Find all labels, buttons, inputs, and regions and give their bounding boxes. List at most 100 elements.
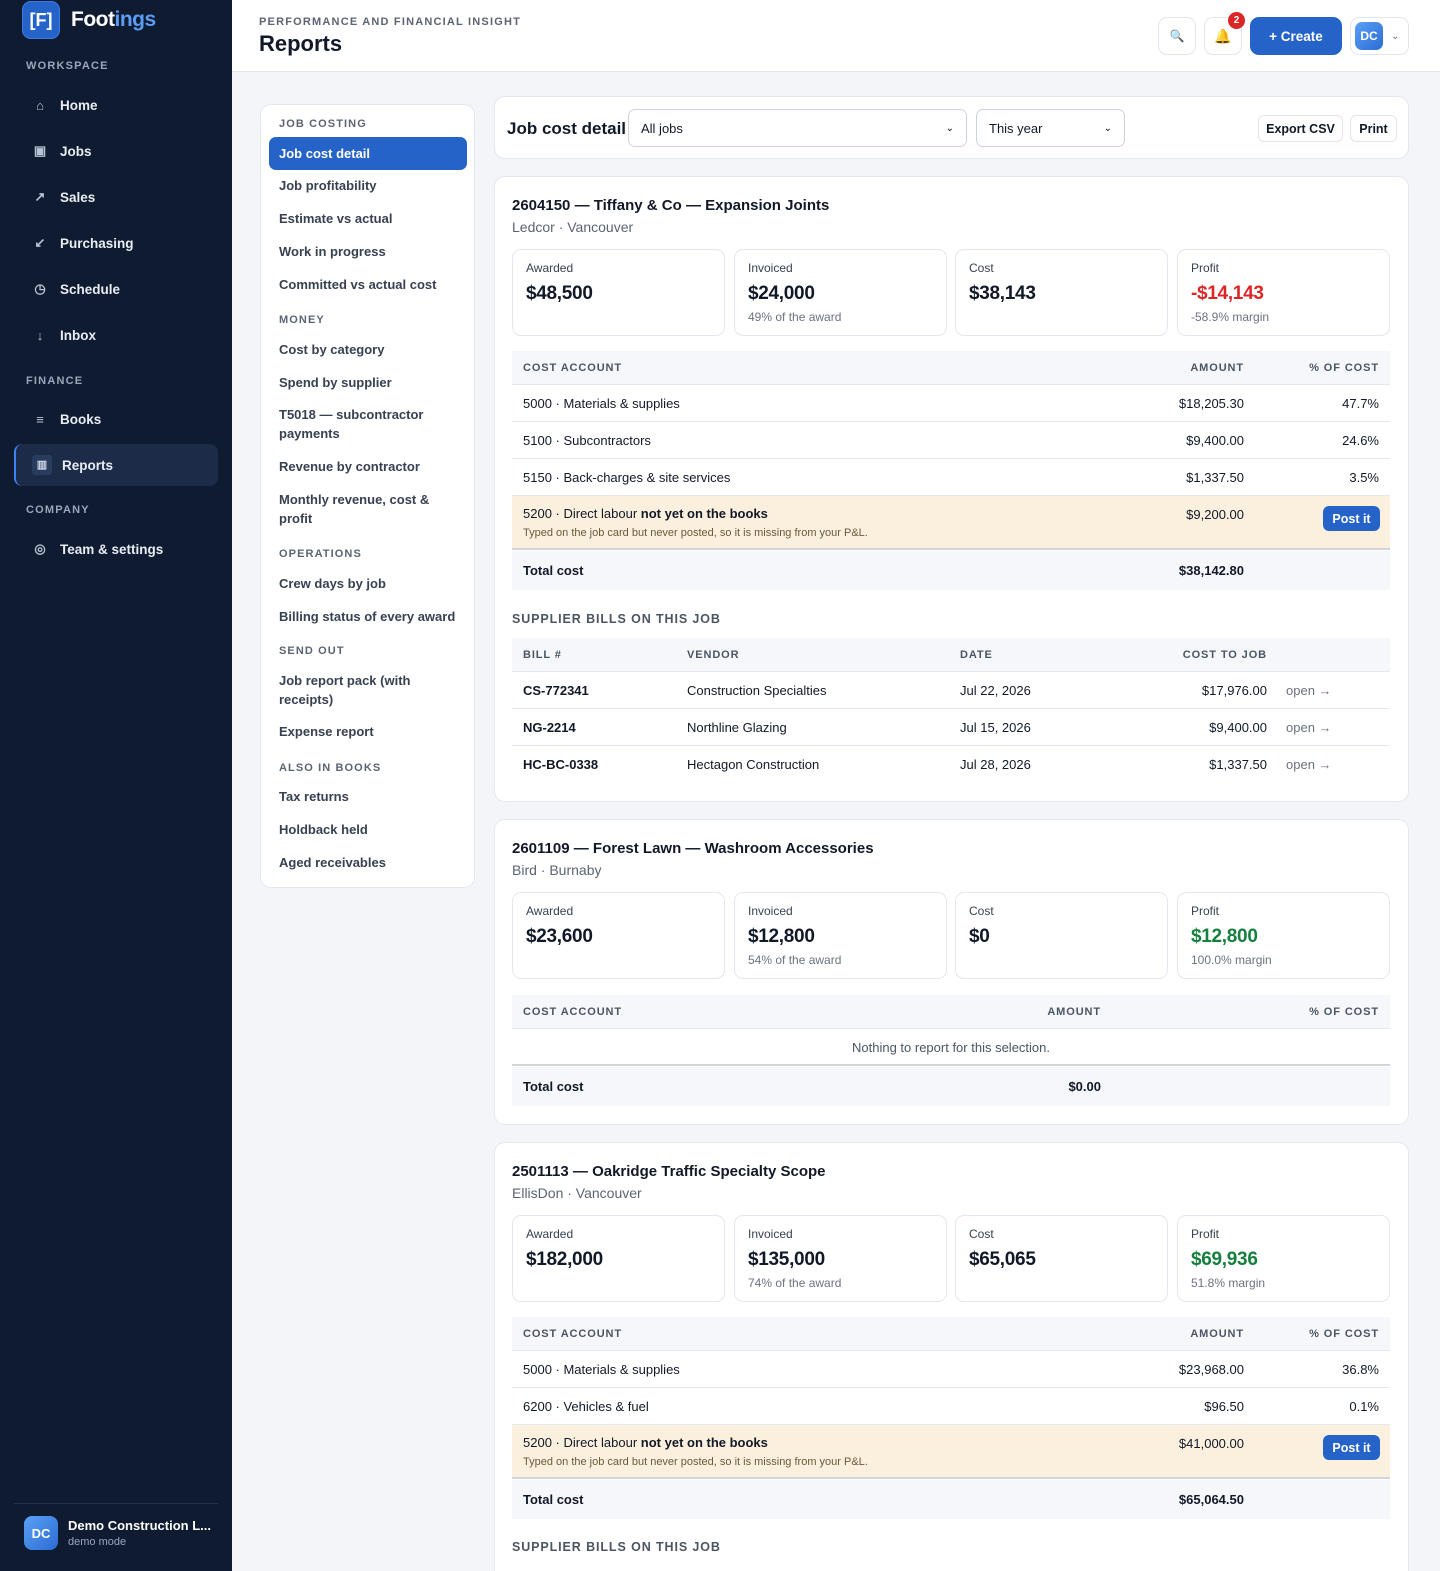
sidebar-item-schedule[interactable]: ◷ Schedule	[14, 268, 218, 310]
workspace-switcher[interactable]: DC Demo Construction L... demo mode	[14, 1503, 218, 1550]
post-it-button[interactable]: Post it	[1323, 1435, 1380, 1460]
menu-item-job-profitability[interactable]: Job profitability	[279, 178, 377, 193]
menu-item-t5018[interactable]: T5018 — subcontractor payments	[279, 407, 424, 441]
stat-cost: Cost $65,065	[955, 1215, 1168, 1302]
stat-cost: Cost $0	[955, 892, 1168, 979]
nav-section-workspace: WORKSPACE	[26, 60, 109, 72]
menu-item-work-in-progress[interactable]: Work in progress	[279, 244, 386, 259]
job-title: 2604150 — Tiffany & Co — Expansion Joint…	[512, 197, 830, 214]
total-cost-row: Total cost $38,142.80	[512, 551, 1390, 590]
job-client-location: Bird · Burnaby	[512, 862, 602, 878]
menu-item-cost-by-category[interactable]: Cost by category	[279, 342, 385, 357]
report-title: Job cost detail	[507, 119, 627, 138]
create-button[interactable]: + Create	[1250, 17, 1342, 55]
home-icon: ⌂	[36, 97, 44, 113]
search-icon: 🔍	[1169, 29, 1185, 43]
menu-section-job-costing: JOB COSTING	[279, 118, 367, 130]
sidebar-item-reports[interactable]: ▥ Reports	[14, 444, 218, 486]
arrow-up-right-icon: ↗	[34, 189, 46, 204]
table-row: CS-772341 Construction Specialties Jul 2…	[512, 672, 1390, 709]
mode-label: demo mode	[68, 1536, 127, 1548]
sidebar-item-jobs[interactable]: ▣ Jobs	[33, 143, 92, 159]
sidebar-item-team-settings[interactable]: ◎ Team & settings	[14, 528, 218, 570]
clock-icon: ◷	[34, 281, 46, 296]
menu-item-holdback-held[interactable]: Holdback held	[279, 822, 368, 837]
job-card: 2604150 — Tiffany & Co — Expansion Joint…	[494, 176, 1409, 802]
report-menu: JOB COSTING Job cost detail Job profitab…	[260, 104, 475, 888]
stat-invoiced: Invoiced $12,800 54% of the award	[734, 892, 947, 979]
avatar: DC	[24, 1516, 58, 1550]
chevron-down-icon: ⌄	[1103, 122, 1112, 134]
unposted-labour-row: 5200 · Direct labour not yet on the book…	[512, 1425, 1390, 1479]
sidebar-item-books[interactable]: ≡ Books	[14, 398, 218, 440]
stat-invoiced: Invoiced $135,000 74% of the award	[734, 1215, 947, 1302]
print-button[interactable]: Print	[1350, 115, 1397, 142]
reports-icon: ▥	[32, 455, 52, 475]
user-menu-button[interactable]: DC ⌄	[1350, 17, 1409, 55]
bell-icon: 🔔	[1214, 27, 1232, 44]
table-row: NG-2214 Northline Glazing Jul 15, 2026 $…	[512, 709, 1390, 746]
open-bill-link[interactable]: open →	[1286, 683, 1332, 698]
menu-item-billing-status[interactable]: Billing status of every award	[279, 609, 456, 624]
page-title: Reports	[259, 31, 343, 56]
search-button[interactable]: 🔍	[1158, 17, 1196, 55]
menu-item-crew-days[interactable]: Crew days by job	[279, 576, 386, 591]
supplier-bills-heading: SUPPLIER BILLS ON THIS JOB	[512, 612, 721, 626]
menu-item-spend-by-supplier[interactable]: Spend by supplier	[279, 375, 392, 390]
export-csv-button[interactable]: Export CSV	[1258, 115, 1343, 142]
sidebar-item-inbox[interactable]: ↓ Inbox	[14, 314, 218, 356]
empty-state: Nothing to report for this selection.	[512, 1029, 1390, 1066]
menu-item-expense-report[interactable]: Expense report	[279, 724, 374, 739]
jobs-icon: ▣	[33, 143, 47, 158]
menu-item-committed-vs-actual[interactable]: Committed vs actual cost	[279, 277, 437, 292]
job-select[interactable]: All jobs ⌄	[628, 109, 967, 147]
inbox-icon: ↓	[36, 327, 44, 343]
footings-logo-icon: [F]	[22, 1, 60, 39]
page-eyebrow: PERFORMANCE AND FINANCIAL INSIGHT	[259, 16, 522, 28]
sidebar-item-home[interactable]: ⌂ Home	[14, 84, 218, 126]
brand[interactable]: [F] Footings	[0, 0, 232, 40]
menu-item-monthly-revenue[interactable]: Monthly revenue, cost & profit	[279, 492, 430, 526]
table-row: 5100 · Subcontractors $9,400.00 24.6%	[512, 422, 1390, 459]
team-icon: ◎	[34, 541, 46, 556]
avatar: DC	[1355, 22, 1383, 50]
period-select[interactable]: This year ⌄	[976, 109, 1125, 147]
unposted-labour-row: 5200 · Direct labour not yet on the book…	[512, 496, 1390, 550]
notifications-button[interactable]: 🔔 2	[1204, 12, 1245, 55]
company-name: Demo Construction L...	[68, 1518, 211, 1533]
open-bill-link[interactable]: open →	[1286, 720, 1332, 735]
table-header: COST ACCOUNT AMOUNT % OF COST	[512, 351, 1390, 385]
books-icon: ≡	[36, 411, 44, 427]
table-header: BILL # VENDOR DATE COST TO JOB	[512, 638, 1390, 672]
stat-profit: Profit $69,936 51.8% margin	[1177, 1215, 1390, 1302]
open-bill-link[interactable]: open →	[1286, 757, 1332, 772]
chevron-down-icon: ⌄	[1391, 30, 1400, 42]
job-client-location: Ledcor · Vancouver	[512, 219, 634, 235]
job-title: 2601109 — Forest Lawn — Washroom Accesso…	[512, 840, 874, 857]
job-card: 2601109 — Forest Lawn — Washroom Accesso…	[494, 819, 1409, 1125]
table-row: 5000 · Materials & supplies $23,968.00 3…	[512, 1351, 1390, 1388]
menu-section-send-out: SEND OUT	[279, 645, 345, 657]
post-it-button[interactable]: Post it	[1323, 506, 1380, 531]
sidebar-item-purchasing[interactable]: ↙ Purchasing	[14, 222, 218, 264]
menu-section-also-in-books: ALSO IN BOOKS	[279, 762, 382, 774]
report-filter-bar: Job cost detail All jobs ⌄ This year ⌄ Exp…	[494, 96, 1409, 159]
stat-awarded: Awarded $48,500	[512, 249, 725, 336]
stat-awarded: Awarded $23,600	[512, 892, 725, 979]
menu-item-job-report-pack[interactable]: Job report pack (with receipts)	[279, 673, 411, 707]
table-header: COST ACCOUNT AMOUNT % OF COST	[512, 995, 1390, 1029]
supplier-bills-heading: SUPPLIER BILLS ON THIS JOB	[512, 1540, 721, 1554]
stat-profit: Profit $12,800 100.0% margin	[1177, 892, 1390, 979]
chevron-down-icon: ⌄	[945, 122, 954, 134]
sidebar-item-sales[interactable]: ↗ Sales	[14, 176, 218, 218]
table-row: 5000 · Materials & supplies $18,205.30 4…	[512, 385, 1390, 422]
stat-awarded: Awarded $182,000	[512, 1215, 725, 1302]
topbar: PERFORMANCE AND FINANCIAL INSIGHT Report…	[232, 0, 1440, 72]
notification-count-badge: 2	[1228, 12, 1245, 29]
menu-item-revenue-by-contractor[interactable]: Revenue by contractor	[279, 459, 420, 474]
menu-item-tax-returns[interactable]: Tax returns	[279, 789, 349, 804]
menu-item-job-cost-detail[interactable]: Job cost detail	[269, 137, 467, 170]
menu-item-estimate-vs-actual[interactable]: Estimate vs actual	[279, 211, 393, 226]
stat-cost: Cost $38,143	[955, 249, 1168, 336]
menu-item-aged-receivables[interactable]: Aged receivables	[279, 855, 386, 870]
